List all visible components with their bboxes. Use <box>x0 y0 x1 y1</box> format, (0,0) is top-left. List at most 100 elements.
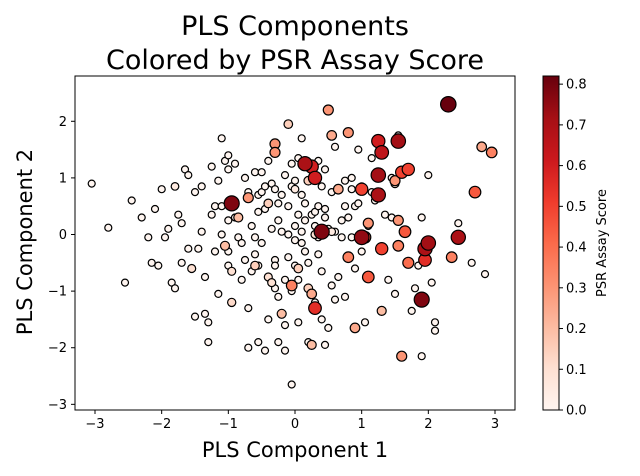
data-point <box>177 219 186 228</box>
data-point <box>349 322 361 334</box>
data-point <box>120 278 130 287</box>
data-point <box>304 258 313 267</box>
data-point <box>417 213 426 222</box>
data-point <box>389 175 401 187</box>
data-point <box>157 185 166 194</box>
data-point <box>420 235 437 251</box>
data-point <box>267 278 277 288</box>
data-point <box>396 350 408 362</box>
data-point <box>374 144 390 160</box>
data-point <box>330 142 340 151</box>
data-point <box>267 224 276 233</box>
data-point <box>277 227 286 236</box>
data-point <box>380 210 390 219</box>
data-point <box>340 292 350 301</box>
data-point <box>260 182 270 191</box>
data-point <box>445 251 458 264</box>
data-point <box>160 233 170 242</box>
data-point <box>194 244 203 253</box>
data-point <box>254 207 263 216</box>
data-point <box>270 261 280 270</box>
data-point <box>240 255 250 265</box>
data-point <box>430 326 440 335</box>
data-point <box>398 225 412 239</box>
data-point <box>384 275 393 284</box>
x-tick-label: 0 <box>291 417 299 432</box>
data-point <box>227 266 237 276</box>
data-point <box>237 238 246 248</box>
colorbar-tick-label: 0.7 <box>566 118 587 133</box>
data-point <box>277 190 286 199</box>
data-point <box>207 162 216 171</box>
y-tick-label: 0 <box>59 228 67 243</box>
data-point <box>237 275 246 284</box>
colorbar-tick-label: 0.2 <box>566 322 587 337</box>
data-point <box>254 338 263 347</box>
data-point <box>137 213 146 222</box>
data-point <box>240 173 250 182</box>
data-point <box>294 210 303 219</box>
data-point <box>450 229 466 245</box>
data-point <box>264 156 273 165</box>
data-point <box>285 279 298 292</box>
data-point <box>276 308 287 319</box>
data-point <box>250 250 260 259</box>
data-point <box>454 219 463 228</box>
data-point <box>290 176 300 185</box>
data-point <box>187 263 197 274</box>
data-point <box>274 216 283 225</box>
data-point <box>347 173 356 182</box>
data-point <box>104 223 113 232</box>
data-point <box>350 264 360 273</box>
data-point <box>320 340 330 349</box>
y-tick-label: 2 <box>59 115 67 130</box>
data-point <box>204 338 213 347</box>
data-point <box>170 284 180 293</box>
data-point <box>190 312 200 321</box>
data-point <box>274 338 283 347</box>
data-point <box>280 321 290 330</box>
chart-title-line-1: PLS Components <box>181 11 409 42</box>
data-point <box>184 244 193 253</box>
data-point <box>297 227 306 236</box>
x-tick-label: −1 <box>219 417 238 432</box>
data-point <box>174 210 183 219</box>
data-point <box>320 165 330 174</box>
colorbar-label: PSR Assay Score <box>595 189 610 297</box>
data-point <box>293 263 304 274</box>
data-point <box>144 233 153 242</box>
data-point <box>184 171 193 180</box>
data-point <box>354 145 363 154</box>
data-point <box>427 278 436 287</box>
colorbar-tick-label: 0.3 <box>566 281 587 296</box>
colorbar-tick-label: 0.1 <box>566 363 587 378</box>
colorbar-tick-label: 0.4 <box>566 241 587 256</box>
data-point <box>314 202 323 211</box>
data-point <box>210 202 220 211</box>
data-point <box>257 168 266 177</box>
x-tick-label: −2 <box>152 417 171 432</box>
x-tick-label: 2 <box>424 417 432 432</box>
data-point <box>354 199 363 208</box>
data-point <box>287 159 296 168</box>
data-point <box>150 204 160 214</box>
data-point <box>217 134 226 143</box>
data-point <box>294 275 303 284</box>
x-axis-label: PLS Component 1 <box>202 438 388 462</box>
axes: −3 −2 −1 0 1 2 3 −3 −2 −1 0 1 2 <box>48 75 516 432</box>
data-point <box>327 281 336 290</box>
data-point <box>263 198 274 209</box>
data-point <box>402 256 415 269</box>
data-point <box>324 323 333 332</box>
data-point <box>347 185 356 194</box>
data-point <box>308 301 322 316</box>
y-tick-label: −3 <box>48 398 67 413</box>
data-point <box>224 165 233 174</box>
colorbar-tick-label: 0.8 <box>566 78 587 93</box>
data-point <box>270 185 280 194</box>
data-point <box>250 260 260 271</box>
x-tick-label: 1 <box>358 417 366 432</box>
colorbar-gradient <box>542 75 560 411</box>
data-point <box>430 318 440 327</box>
data-point <box>317 315 326 324</box>
